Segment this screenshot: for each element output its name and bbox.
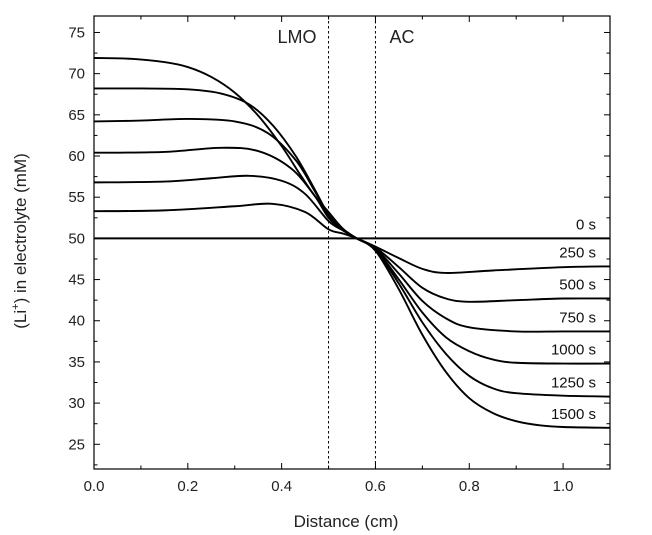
y-axis-title-suffix: ) in electrolyte (mM) bbox=[11, 153, 30, 303]
y-tick-label: 35 bbox=[68, 354, 85, 371]
y-axis-title-sup: + bbox=[10, 303, 22, 309]
series-label-1500s: 1500 s bbox=[551, 406, 596, 423]
series-line-750s bbox=[93, 146, 610, 333]
y-tick-label: 25 bbox=[68, 436, 85, 453]
y-axis-title-prefix: (Li bbox=[11, 310, 30, 329]
y-tick-label: 30 bbox=[68, 395, 85, 412]
series-label-1000s: 1000 s bbox=[551, 342, 596, 359]
series-labels: 0 s 250 s 500 s 750 s 1000 s 1250 s 1500 s bbox=[551, 216, 596, 422]
region-label-ac: AC bbox=[389, 27, 414, 47]
region-boundaries bbox=[328, 16, 376, 469]
series-line-1250s bbox=[93, 87, 611, 398]
x-tick-label: 0.0 bbox=[84, 478, 105, 495]
x-axis-title: Distance (cm) bbox=[294, 512, 399, 531]
series-label-250s: 250 s bbox=[559, 244, 596, 261]
x-tick-label: 1.0 bbox=[553, 478, 574, 495]
x-tick-label: 0.6 bbox=[365, 478, 386, 495]
axis-ticks bbox=[93, 16, 611, 469]
y-tick-label: 45 bbox=[68, 272, 85, 289]
x-tick-label: 0.2 bbox=[177, 478, 198, 495]
series-label-750s: 750 s bbox=[559, 309, 596, 326]
y-tick-label: 40 bbox=[68, 313, 85, 330]
series-lines bbox=[93, 57, 611, 429]
y-tick-label: 75 bbox=[68, 24, 85, 41]
y-tick-label: 50 bbox=[68, 230, 85, 247]
series-line-1500s bbox=[93, 57, 611, 429]
y-tick-label: 60 bbox=[68, 148, 85, 165]
plot-area-border bbox=[93, 15, 611, 470]
x-tick-label: 0.4 bbox=[271, 478, 292, 495]
y-axis-title: (Li+) in electrolyte (mM) bbox=[10, 153, 30, 329]
series-label-500s: 500 s bbox=[559, 277, 596, 294]
plot-frame bbox=[93, 15, 611, 470]
series-line-1000s bbox=[93, 117, 611, 365]
y-tick-label: 55 bbox=[68, 189, 85, 206]
tick-labels: 0.0 0.2 0.4 0.6 0.8 1.0 25 30 35 40 45 50 55 60 65 70 75 bbox=[68, 24, 573, 495]
y-tick-label: 65 bbox=[68, 107, 85, 124]
region-labels: LMO AC bbox=[278, 27, 415, 47]
y-tick-label: 70 bbox=[68, 66, 85, 83]
series-label-0s: 0 s bbox=[576, 216, 596, 233]
x-tick-label: 0.8 bbox=[459, 478, 480, 495]
region-label-lmo: LMO bbox=[278, 27, 317, 47]
series-label-1250s: 1250 s bbox=[551, 375, 596, 392]
